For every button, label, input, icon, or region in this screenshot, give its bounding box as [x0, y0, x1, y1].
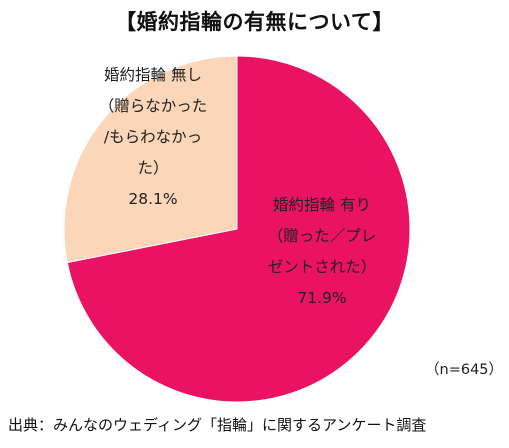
slice-value-yes: 71.9% — [297, 289, 347, 307]
source-footer: 出典：みんなのウェディング「指輪」に関するアンケート調査 — [8, 416, 427, 434]
slice-label-yes-line-3: ゼントされた） — [267, 258, 377, 276]
slice-label-no-line-2: （贈らなかった — [98, 97, 208, 115]
slice-label-yes-line-1: 婚約指輪 有り — [273, 196, 371, 214]
slice-label-yes-line-2: （贈った／プレ — [267, 227, 377, 245]
slice-label-no: 婚約指輪 無し （贈らなかった /もらわなかっ た） 28.1% — [78, 60, 228, 215]
slice-label-no-line-3: /もらわなかっ — [103, 128, 203, 146]
slice-label-yes: 婚約指輪 有り （贈った／プレ ゼントされた） 71.9% — [237, 190, 407, 314]
slice-label-no-line-1: 婚約指輪 無し — [104, 66, 202, 84]
pie-slice-no — [63, 55, 238, 264]
pie-slice-yes — [66, 55, 411, 403]
slice-value-no: 28.1% — [128, 190, 178, 208]
slice-label-no-line-4: た） — [137, 159, 169, 177]
sample-size-note: （n=645） — [425, 362, 504, 378]
chart-title: 【婚約指輪の有無について】 — [115, 10, 394, 34]
